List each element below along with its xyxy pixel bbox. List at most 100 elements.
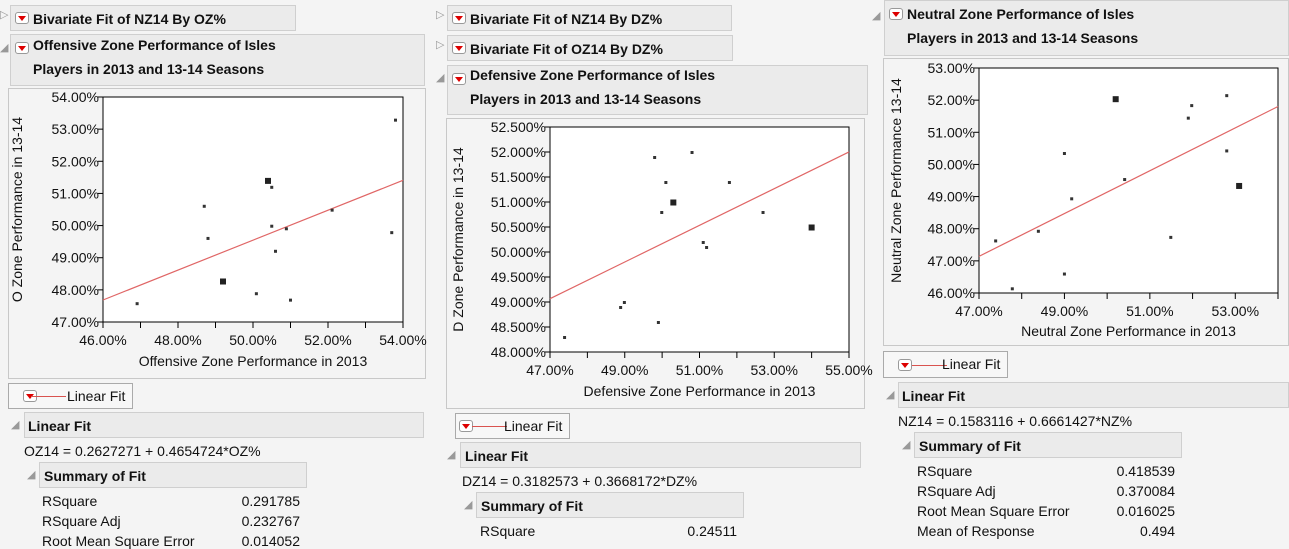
y-tick-label: 47.00% — [52, 314, 99, 330]
data-point — [1112, 96, 1119, 103]
section-title: Linear Fit — [465, 448, 529, 464]
data-point — [202, 204, 206, 208]
open-disclosure-icon[interactable]: ◢ — [0, 42, 9, 54]
y-tick-label: 52.00% — [928, 92, 975, 108]
open-disclosure-icon[interactable]: ◢ — [436, 72, 445, 84]
data-point — [563, 336, 567, 339]
y-tick-label: 52.500% — [491, 119, 546, 135]
open-disclosure-icon[interactable]: ◢ — [27, 469, 36, 481]
collapsed-report-header[interactable]: Bivariate Fit of NZ14 By OZ% — [10, 5, 296, 31]
y-axis-label: D Zone Performance in 13-14 — [450, 147, 466, 332]
plot-area — [102, 96, 404, 323]
open-disclosure-icon[interactable]: ◢ — [11, 419, 20, 431]
data-point — [670, 199, 677, 206]
y-tick-label: 49.00% — [52, 250, 99, 266]
data-point — [394, 118, 397, 122]
report-header[interactable]: Neutral Zone Performance of Isles Player… — [884, 0, 1289, 56]
x-tick-label: 55.00% — [825, 362, 872, 378]
stat-value: 0.232767 — [241, 513, 300, 529]
section-title: Summary of Fit — [44, 468, 146, 484]
report-title-line1: Defensive Zone Performance of Isles — [470, 67, 716, 83]
open-disclosure-icon[interactable]: ◢ — [447, 449, 456, 461]
red-triangle-menu-icon[interactable] — [15, 42, 29, 54]
summary-of-fit-header[interactable]: Summary of Fit — [914, 432, 1182, 458]
report-title-line2: Players in 2013 and 13-14 Seasons — [33, 61, 265, 77]
y-tick-label: 48.00% — [928, 221, 975, 237]
fit-line-swatch — [31, 396, 66, 397]
report-header[interactable]: Defensive Zone Performance of Isles Play… — [447, 65, 868, 115]
data-point — [1010, 287, 1014, 291]
data-point — [1186, 116, 1190, 120]
y-tick-label: 50.500% — [491, 219, 546, 235]
linear-fit-header[interactable]: Linear Fit — [460, 442, 861, 468]
stat-label: Mean of Response — [917, 523, 1035, 539]
open-disclosure-icon[interactable]: ◢ — [464, 499, 473, 511]
red-triangle-menu-icon[interactable] — [23, 390, 37, 402]
collapsed-disclosure-icon[interactable]: ▷ — [436, 9, 445, 21]
data-point — [808, 224, 815, 231]
linear-fit-header[interactable]: Linear Fit — [898, 382, 1289, 408]
open-disclosure-icon[interactable]: ◢ — [886, 389, 895, 401]
x-tick-label: 53.00% — [751, 362, 798, 378]
x-tick-label: 47.00% — [526, 362, 573, 378]
fit-equation: NZ14 = 0.1583116 + 0.6661427*NZ% — [898, 413, 1133, 429]
red-triangle-menu-icon[interactable] — [889, 8, 903, 20]
x-tick-label: 48.00% — [154, 332, 201, 348]
x-tick-label: 51.00% — [1126, 303, 1173, 319]
data-point — [664, 181, 668, 184]
y-tick-label: 53.00% — [52, 121, 99, 137]
data-point — [1169, 235, 1173, 239]
y-axis-label: Neutral Zone Performance 13-14 — [888, 78, 904, 283]
data-point — [1062, 152, 1066, 155]
x-tick-label: 54.00% — [379, 332, 426, 348]
y-tick-label: 51.000% — [491, 194, 546, 210]
red-triangle-menu-icon[interactable] — [452, 73, 466, 85]
collapsed-report-header[interactable]: Bivariate Fit of OZ14 By DZ% — [447, 35, 733, 61]
legend-label: Linear Fit — [942, 356, 1001, 372]
collapsed-report-header[interactable]: Bivariate Fit of NZ14 By DZ% — [447, 5, 732, 31]
summary-of-fit-header[interactable]: Summary of Fit — [476, 492, 744, 518]
collapsed-disclosure-icon[interactable]: ▷ — [0, 9, 9, 21]
y-tick-label: 49.500% — [491, 269, 546, 285]
section-title: Summary of Fit — [481, 498, 583, 514]
y-axis-label: O Zone Performance in 13-14 — [9, 117, 25, 302]
data-point — [660, 211, 664, 214]
x-tick-label: 49.00% — [601, 362, 648, 378]
report-title: Bivariate Fit of NZ14 By DZ% — [470, 11, 663, 27]
fit-equation: OZ14 = 0.2627271 + 0.4654724*OZ% — [24, 443, 261, 459]
x-tick-label: 49.00% — [1041, 303, 1088, 319]
data-point — [1236, 182, 1243, 189]
section-title: Linear Fit — [902, 388, 966, 404]
summary-of-fit-header[interactable]: Summary of Fit — [39, 462, 307, 488]
data-point — [656, 321, 660, 324]
open-disclosure-icon[interactable]: ◢ — [872, 10, 881, 22]
fit-line — [102, 179, 404, 301]
x-axis-label: Offensive Zone Performance in 2013 — [139, 353, 368, 369]
fit-legend[interactable]: Linear Fit — [455, 413, 570, 439]
fit-legend[interactable]: Linear Fit — [883, 351, 1008, 378]
red-triangle-menu-icon[interactable] — [898, 359, 912, 371]
data-point — [289, 298, 292, 302]
data-point — [653, 156, 657, 159]
linear-fit-header[interactable]: Linear Fit — [24, 412, 424, 438]
data-point — [270, 185, 274, 189]
y-tick-label: 48.00% — [52, 282, 99, 298]
stat-label: RSquare — [917, 463, 973, 479]
data-point — [254, 292, 258, 296]
fit-legend[interactable]: Linear Fit — [8, 383, 133, 409]
red-triangle-menu-icon[interactable] — [452, 12, 466, 24]
open-disclosure-icon[interactable]: ◢ — [902, 439, 911, 451]
chart-1: 48.000% 48.500% 49.000% 49.500% 50.000% 50.50… — [450, 119, 873, 399]
red-triangle-menu-icon[interactable] — [15, 12, 29, 24]
plot-area — [978, 67, 1279, 294]
data-point — [1190, 104, 1194, 108]
legend-label: Linear Fit — [67, 388, 126, 404]
report-header[interactable]: Offensive Zone Performance of Isles Play… — [10, 34, 425, 86]
red-triangle-menu-icon[interactable] — [452, 42, 466, 54]
data-point — [1070, 197, 1074, 201]
chart-0: 47.00% 48.00% 49.00% 50.00% 51.00% 52.00% 53.0… — [9, 89, 427, 369]
collapsed-disclosure-icon[interactable]: ▷ — [436, 39, 445, 51]
fit-equation: DZ14 = 0.3182573 + 0.3668172*DZ% — [462, 473, 698, 489]
x-axis-label: Neutral Zone Performance in 2013 — [1021, 323, 1236, 339]
stat-value: 0.291785 — [241, 493, 300, 509]
